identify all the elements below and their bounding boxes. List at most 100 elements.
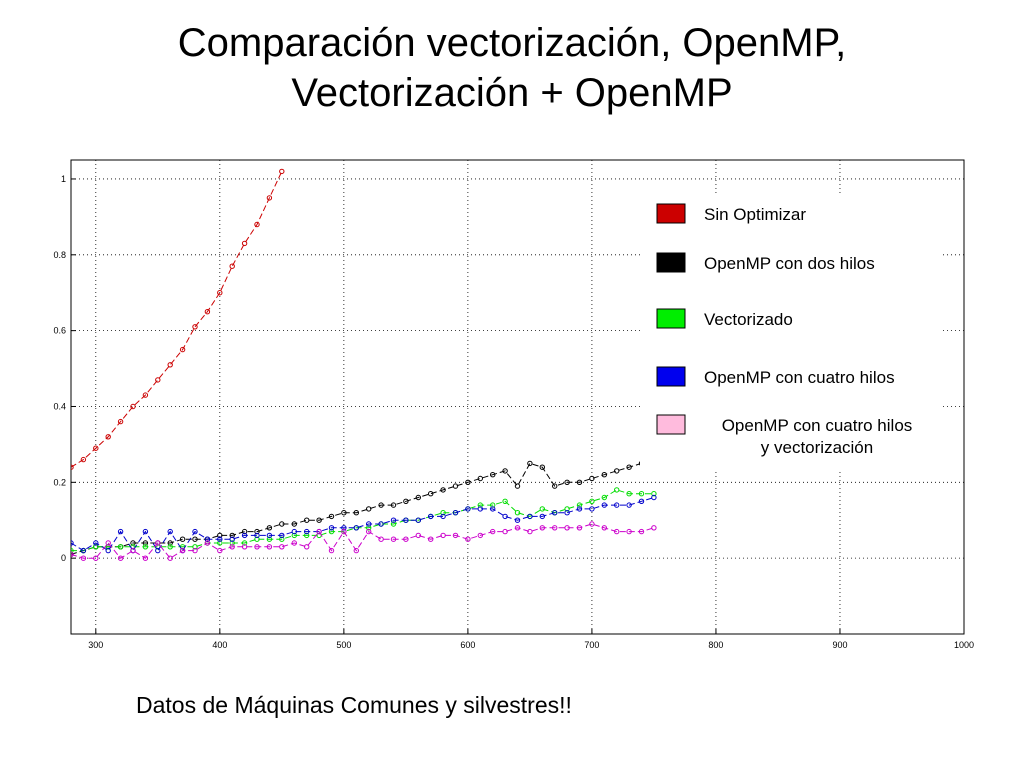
data-point <box>601 472 607 478</box>
data-point <box>167 362 173 368</box>
data-point <box>440 510 446 516</box>
data-point <box>229 540 235 546</box>
data-point <box>217 540 223 546</box>
data-point <box>241 544 248 550</box>
data-point <box>353 547 359 554</box>
data-point <box>539 506 545 512</box>
data-point <box>490 506 496 512</box>
data-point <box>564 510 570 516</box>
y-tick-label: 1 <box>61 174 66 184</box>
data-point <box>328 528 335 535</box>
data-point <box>638 528 645 535</box>
data-point <box>117 555 124 561</box>
data-point <box>71 547 74 554</box>
data-point <box>328 547 335 554</box>
data-point <box>651 494 657 501</box>
data-point <box>403 498 409 504</box>
data-point <box>204 309 211 315</box>
data-point <box>601 525 607 531</box>
legend-label: OpenMP con cuatro hilos <box>704 368 895 387</box>
legend-label: OpenMP con cuatro hilos y vectorización <box>722 416 913 457</box>
data-point <box>539 464 545 470</box>
data-point <box>167 528 173 535</box>
data-point <box>514 510 521 516</box>
data-point <box>502 513 508 520</box>
legend-swatch <box>656 308 686 329</box>
data-point <box>390 502 397 508</box>
x-tick-label: 600 <box>460 640 475 650</box>
data-point <box>638 498 645 504</box>
data-point <box>80 555 87 561</box>
slide-title-line-2: Vectorización + OpenMP <box>291 71 733 115</box>
data-point <box>291 540 297 546</box>
data-point <box>142 544 149 550</box>
data-point <box>254 544 260 550</box>
axis-ticks: 300 400 500 600 700 800 900 1000 0 0.2 0.4 0.6 0.8 1 <box>53 174 974 650</box>
data-point <box>291 528 297 535</box>
data-point <box>428 536 434 542</box>
data-point <box>167 544 173 550</box>
x-tick-label: 300 <box>88 640 103 650</box>
data-point <box>192 544 198 550</box>
data-point <box>167 540 173 546</box>
data-point <box>353 525 359 531</box>
y-tick-label: 0.8 <box>53 250 66 260</box>
series-line <box>71 497 655 552</box>
data-point <box>552 510 558 516</box>
data-point <box>192 528 198 535</box>
data-point <box>614 528 620 535</box>
data-point <box>279 521 285 527</box>
series-line <box>71 171 283 468</box>
data-point <box>241 540 248 546</box>
data-point <box>651 525 657 531</box>
data-point <box>279 536 285 542</box>
series-1 <box>71 168 285 470</box>
data-point <box>341 528 347 535</box>
data-point <box>589 521 595 527</box>
legend: Sin Optimizar OpenMP con dos hilos Vectori… <box>640 195 940 470</box>
data-point <box>614 502 620 508</box>
data-point <box>266 544 273 550</box>
data-point <box>93 544 99 550</box>
data-point <box>105 540 111 546</box>
data-point <box>254 536 260 542</box>
data-point <box>142 392 149 398</box>
data-point <box>217 547 223 554</box>
data-point <box>304 517 310 523</box>
data-point <box>142 528 149 535</box>
data-point <box>217 532 223 539</box>
data-point <box>71 551 74 558</box>
y-tick-label: 0.6 <box>53 326 66 336</box>
data-point <box>428 491 434 497</box>
data-point <box>241 532 248 539</box>
data-point <box>192 536 198 542</box>
data-point <box>192 324 198 330</box>
data-point <box>179 547 186 554</box>
legend-swatch <box>656 414 686 435</box>
data-point <box>527 460 533 467</box>
legend-swatch <box>656 252 686 273</box>
data-point <box>552 483 558 489</box>
series-line <box>71 523 655 559</box>
data-point <box>477 506 483 512</box>
data-point <box>514 525 521 531</box>
data-point <box>465 506 471 512</box>
data-point <box>279 532 285 539</box>
data-point <box>155 377 161 383</box>
series-4 <box>71 494 657 554</box>
data-point <box>576 479 583 485</box>
data-point <box>576 502 583 508</box>
data-point <box>217 536 223 542</box>
data-point <box>229 532 235 539</box>
data-point <box>440 487 446 493</box>
data-point <box>229 263 235 269</box>
data-point <box>378 502 384 508</box>
y-tick-label: 0.2 <box>53 477 66 487</box>
data-point <box>155 547 161 554</box>
data-point <box>105 434 111 440</box>
data-point <box>130 540 136 546</box>
x-tick-label: 800 <box>708 640 723 650</box>
series-5 <box>71 521 657 561</box>
legend-box <box>640 195 940 470</box>
